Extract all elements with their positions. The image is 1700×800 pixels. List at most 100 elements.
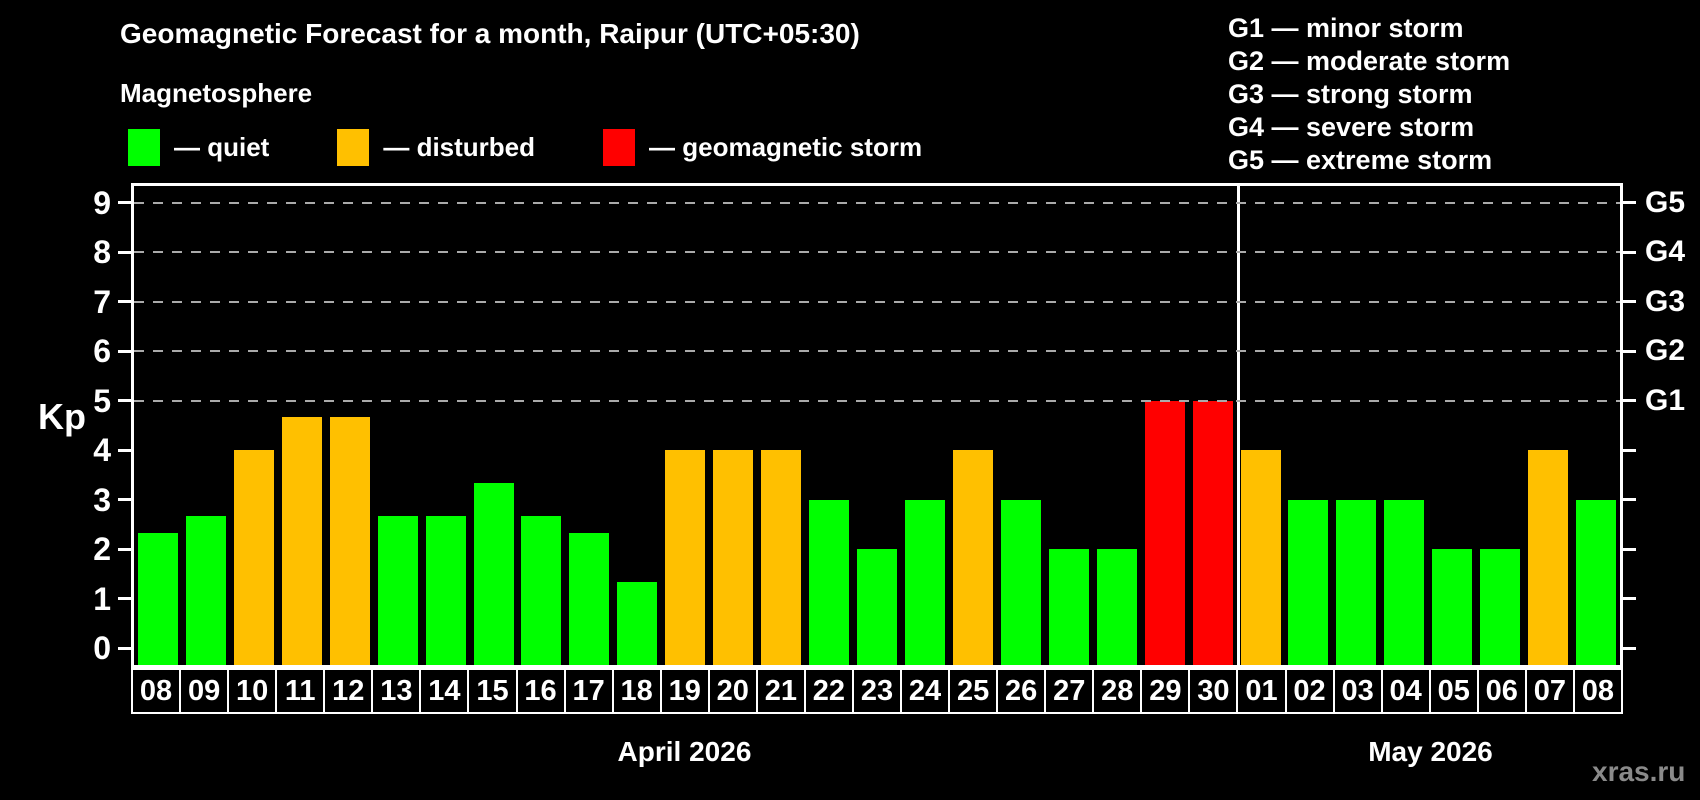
date-box-09: 09 [179, 668, 230, 714]
y-axis-label: Kp [38, 396, 86, 437]
left-tick-2 [118, 547, 131, 551]
y-tick-label-6: 6 [93, 333, 111, 370]
date-box-08: 08 [131, 668, 182, 714]
quiet-swatch [128, 129, 160, 166]
month-label-april: April 2026 [617, 736, 752, 767]
g-legend-line-1: G1 — minor storm [1228, 13, 1464, 43]
date-box-24: 24 [900, 668, 951, 714]
legend-item-disturbed: — disturbed [337, 129, 535, 166]
date-box-14: 14 [419, 668, 470, 714]
legend-label-disturbed: — disturbed [383, 132, 536, 162]
y-tick-label-9: 9 [93, 184, 111, 221]
date-box-27: 27 [1044, 668, 1095, 714]
bar-slot-10 [230, 186, 278, 665]
right-tick-2 [1623, 547, 1636, 551]
left-tick-6 [118, 349, 131, 353]
left-tick-0 [118, 646, 131, 650]
date-box-28: 28 [1092, 668, 1143, 714]
kp-bar-06 [1480, 549, 1521, 665]
date-box-07: 07 [1524, 668, 1575, 714]
g-legend-line-5: G5 — extreme storm [1228, 145, 1493, 175]
legend-label-storm: — geomagnetic storm [649, 132, 923, 162]
kp-bar-20 [713, 450, 754, 665]
bar-slot-28 [1093, 186, 1141, 665]
kp-bar-21 [761, 450, 802, 665]
date-box-11: 11 [275, 668, 326, 714]
kp-bar-12 [329, 417, 370, 665]
bar-slot-15 [470, 186, 518, 665]
bar-slot-27 [1045, 186, 1093, 665]
bar-slot-22 [805, 186, 853, 665]
gridline-kp6 [134, 350, 1620, 353]
bar-slot-08 [134, 186, 182, 665]
kp-bar-09 [185, 516, 226, 665]
kp-bar-27 [1048, 549, 1089, 665]
legend-item-storm: — geomagnetic storm [603, 129, 922, 166]
bar-slot-05 [1428, 186, 1476, 665]
y-tick-label-7: 7 [93, 283, 111, 320]
date-box-16: 16 [515, 668, 566, 714]
kp-bar-16 [521, 516, 562, 665]
left-tick-5 [118, 399, 131, 403]
watermark: xras.ru [1592, 756, 1686, 787]
y-tick-label-1: 1 [93, 580, 111, 617]
right-axis-label-G1: G1 [1645, 383, 1686, 417]
plot-area [131, 183, 1623, 668]
date-box-04: 04 [1380, 668, 1431, 714]
date-box-17: 17 [563, 668, 614, 714]
kp-bar-08 [137, 532, 178, 665]
kp-bar-03 [1336, 499, 1377, 665]
legend-label-quiet: — quiet [174, 132, 270, 162]
date-box-05: 05 [1428, 668, 1479, 714]
date-box-21: 21 [755, 668, 806, 714]
kp-bar-14 [425, 516, 466, 665]
page-title: Geomagnetic Forecast for a month, Raipur… [120, 18, 860, 49]
right-axis-label-G5: G5 [1645, 185, 1686, 219]
bar-slot-16 [518, 186, 566, 665]
date-box-25: 25 [948, 668, 999, 714]
y-tick-label-3: 3 [93, 481, 111, 518]
month-label-may: May 2026 [1368, 736, 1493, 767]
kp-bar-15 [473, 483, 514, 665]
y-tick-label-0: 0 [93, 630, 111, 667]
status-legend: — quiet — disturbed — geomagnetic storm [128, 129, 922, 166]
date-box-01: 01 [1236, 668, 1287, 714]
right-tick-9 [1623, 201, 1636, 205]
date-box-12: 12 [323, 668, 374, 714]
bar-slot-02 [1285, 186, 1333, 665]
date-box-22: 22 [803, 668, 854, 714]
bar-slot-14 [422, 186, 470, 665]
kp-bar-10 [233, 450, 274, 665]
disturbed-swatch [337, 129, 370, 166]
date-box-15: 15 [467, 668, 518, 714]
date-box-10: 10 [227, 668, 278, 714]
kp-bar-24 [904, 499, 945, 665]
kp-bar-28 [1096, 549, 1137, 665]
date-box-18: 18 [611, 668, 662, 714]
y-tick-label-5: 5 [93, 382, 111, 419]
date-box-20: 20 [707, 668, 758, 714]
bar-slot-13 [374, 186, 422, 665]
bar-slot-29 [1141, 186, 1189, 665]
date-box-19: 19 [659, 668, 710, 714]
left-tick-8 [118, 250, 131, 254]
kp-bar-19 [665, 450, 706, 665]
date-axis: 08 09 10 11 12 13 14 15 16 17 18 19 20 21 22 23 24 25 26 27… [131, 668, 1623, 714]
date-box-03: 03 [1332, 668, 1383, 714]
bar-slot-09 [182, 186, 230, 665]
date-box-30: 30 [1188, 668, 1239, 714]
kp-bar-25 [952, 450, 993, 665]
y-tick-label-4: 4 [93, 432, 111, 469]
bar-slot-20 [709, 186, 757, 665]
kp-bar-13 [377, 516, 418, 665]
bar-slot-01 [1237, 186, 1285, 665]
kp-bar-23 [857, 549, 898, 665]
right-tick-7 [1623, 300, 1636, 304]
right-tick-6 [1623, 349, 1636, 353]
date-box-13: 13 [371, 668, 422, 714]
bar-slot-21 [757, 186, 805, 665]
g-legend-line-4: G4 — severe storm [1228, 112, 1475, 142]
bar-slot-12 [326, 186, 374, 665]
kp-bar-29 [1144, 400, 1185, 665]
kp-bar-11 [281, 417, 322, 665]
